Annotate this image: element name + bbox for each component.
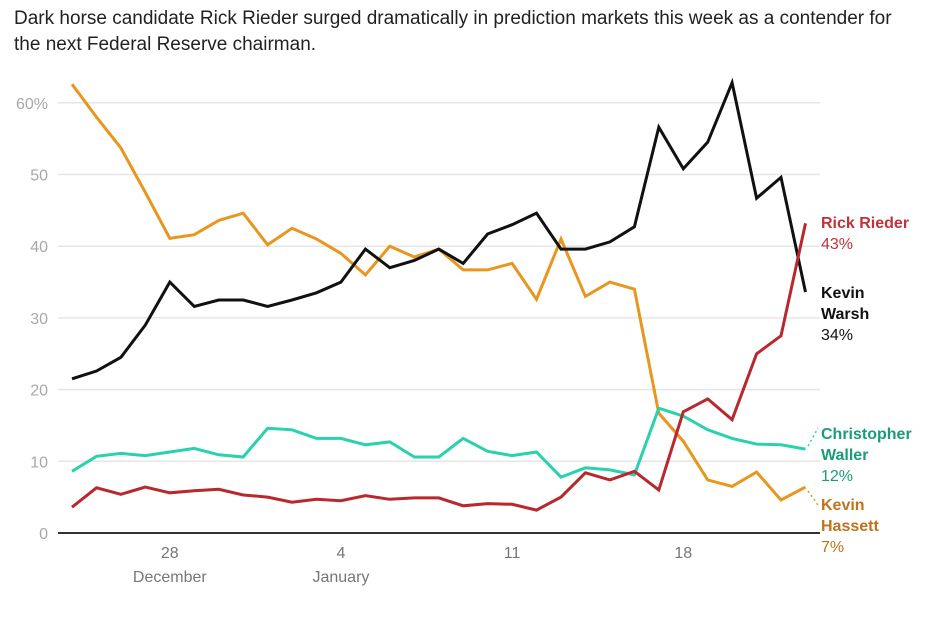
x-tick-sublabel: December <box>133 569 207 586</box>
x-tick-label: 11 <box>504 545 521 562</box>
x-tick-sublabel: January <box>312 569 369 586</box>
x-tick-label: 28 <box>161 545 179 562</box>
series-line-kevin-hassett <box>70 83 807 502</box>
x-tick-label: 4 <box>336 545 345 562</box>
series-line-rick-rieder <box>71 222 807 512</box>
leader-line <box>807 427 819 447</box>
x-tick-label: 18 <box>674 545 692 562</box>
leader-line <box>807 490 819 506</box>
series-name-label: Hassett <box>821 518 879 535</box>
end-label-kevin-hassett: Kevin Hassett 7% <box>807 490 879 556</box>
series-value-label: 34% <box>821 327 853 344</box>
y-axis: 0 10 20 30 40 50 60% <box>16 96 48 543</box>
series-value-label: 43% <box>821 236 853 253</box>
y-tick-label: 50 <box>30 168 48 185</box>
end-label-christopher-waller: Christopher Waller 12% <box>807 426 912 485</box>
series-name-label: Christopher <box>821 426 912 443</box>
end-label-rick-rieder: Rick Rieder 43% <box>821 215 909 253</box>
series-name-label: Warsh <box>821 306 869 323</box>
y-tick-label: 0 <box>39 526 48 543</box>
series-line-kevin-warsh <box>71 77 807 381</box>
series-lines <box>70 77 807 512</box>
end-label-kevin-warsh: Kevin Warsh 34% <box>821 285 869 344</box>
series-name-label: Kevin <box>821 285 865 302</box>
series-name-label: Rick Rieder <box>821 215 909 232</box>
chart-subtitle: Dark horse candidate Rick Rieder surged … <box>14 8 892 55</box>
y-tick-label: 40 <box>30 239 48 256</box>
series-value-label: 7% <box>821 539 844 556</box>
y-tick-label: 30 <box>30 311 48 328</box>
y-tick-label: 60% <box>16 96 48 113</box>
series-name-label: Waller <box>821 447 868 464</box>
x-axis: 28 December 4 January 11 18 <box>58 532 820 586</box>
series-line-christopher-waller <box>71 406 806 479</box>
y-tick-label: 20 <box>30 383 48 400</box>
gridlines <box>58 102 820 463</box>
series-value-label: 12% <box>821 468 853 485</box>
series-labels: Kevin Hassett 7% Kevin Warsh 34% Christopher Wa… <box>807 215 912 556</box>
series-name-label: Kevin <box>821 497 865 514</box>
y-tick-label: 10 <box>30 454 48 471</box>
